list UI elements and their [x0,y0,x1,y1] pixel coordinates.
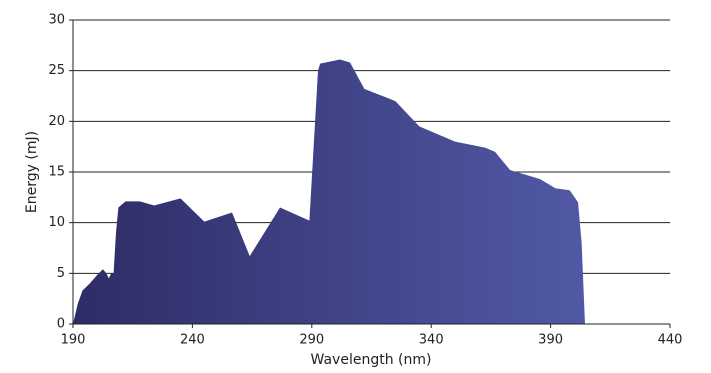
y-axis-title: Energy (mJ) [24,131,40,213]
y-tick-label: 15 [48,165,65,180]
x-tick-label: 440 [658,333,683,348]
area [73,59,585,325]
x-tick-label: 390 [538,333,563,348]
x-tick-label: 340 [419,333,444,348]
y-tick-label: 30 [48,13,65,28]
y-tick-label: 25 [48,63,65,78]
x-tick-label: 290 [299,333,324,348]
x-tick-label: 240 [180,333,205,348]
x-axis-title: Wavelength (nm) [311,352,432,368]
y-tick-label: 10 [48,215,65,230]
y-tick-label: 20 [48,114,65,129]
x-tick-label: 190 [61,333,86,348]
y-tick-label: 0 [57,317,65,332]
y-tick-label: 5 [57,266,65,281]
